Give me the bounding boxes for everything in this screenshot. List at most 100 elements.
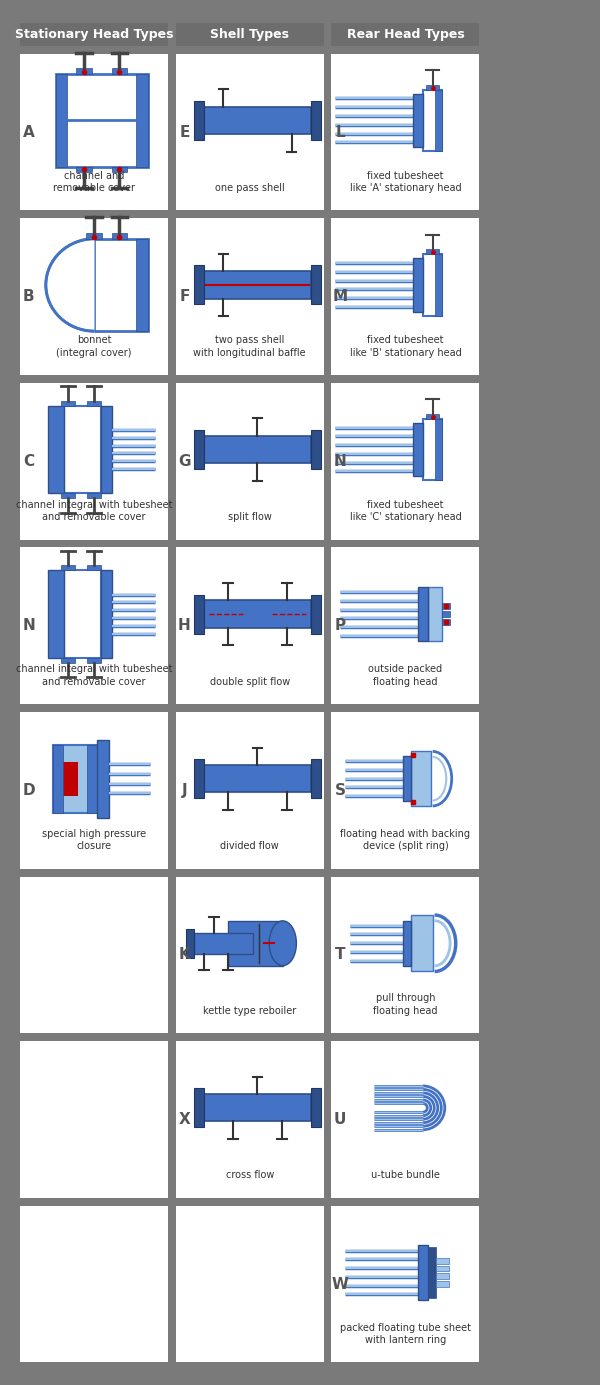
Bar xyxy=(426,249,439,255)
Text: C: C xyxy=(23,454,34,468)
Bar xyxy=(187,929,194,958)
Text: X: X xyxy=(179,1112,190,1127)
Bar xyxy=(442,611,450,618)
Bar xyxy=(76,166,92,173)
Bar xyxy=(331,382,479,540)
Bar xyxy=(101,571,112,658)
Bar xyxy=(331,219,479,375)
Bar xyxy=(112,233,127,238)
Bar xyxy=(56,762,78,796)
Bar xyxy=(204,107,311,134)
Bar xyxy=(20,877,168,1033)
Bar xyxy=(136,75,148,166)
Bar xyxy=(176,54,323,211)
Bar xyxy=(61,565,74,571)
Bar xyxy=(413,258,423,312)
Bar xyxy=(228,921,283,965)
Bar xyxy=(176,22,323,46)
Bar xyxy=(434,255,442,316)
Bar xyxy=(331,1042,479,1198)
Bar xyxy=(423,418,442,481)
Bar xyxy=(423,90,442,151)
Bar xyxy=(436,1273,449,1280)
Bar xyxy=(311,266,321,305)
Bar xyxy=(87,745,97,813)
Bar xyxy=(61,658,74,663)
Bar xyxy=(331,712,479,868)
Bar xyxy=(204,765,311,792)
Bar xyxy=(20,382,168,540)
Bar xyxy=(176,877,323,1033)
Text: double split flow: double split flow xyxy=(209,677,290,687)
Bar xyxy=(87,493,101,499)
Bar xyxy=(411,915,433,971)
Wedge shape xyxy=(46,237,94,334)
Text: u-tube bundle: u-tube bundle xyxy=(371,1170,440,1180)
Bar xyxy=(331,54,479,211)
Bar xyxy=(442,619,450,625)
Text: Stationary Head Types: Stationary Head Types xyxy=(15,28,173,40)
Bar xyxy=(56,75,148,166)
Bar xyxy=(61,400,74,406)
Bar xyxy=(331,22,479,46)
Bar xyxy=(403,921,411,965)
Bar xyxy=(20,219,168,375)
Bar xyxy=(176,547,323,704)
Bar xyxy=(64,571,101,658)
Text: divided flow: divided flow xyxy=(220,841,279,852)
Bar xyxy=(176,382,323,540)
Bar xyxy=(204,271,311,299)
Bar xyxy=(436,1258,449,1263)
Text: kettle type reboiler: kettle type reboiler xyxy=(203,1006,296,1015)
Bar xyxy=(194,266,204,305)
Bar xyxy=(418,1245,428,1301)
Bar xyxy=(20,712,168,868)
Bar xyxy=(311,1089,321,1127)
Text: K: K xyxy=(179,947,190,963)
Text: H: H xyxy=(178,618,191,633)
Text: channel integral with tubesheet
and removable cover: channel integral with tubesheet and remo… xyxy=(16,500,172,522)
Bar xyxy=(48,406,64,493)
Ellipse shape xyxy=(269,921,296,965)
Text: G: G xyxy=(178,454,191,468)
Bar xyxy=(20,547,168,704)
Text: channel integral with tubesheet
and removable cover: channel integral with tubesheet and remo… xyxy=(16,665,172,687)
Text: packed floating tube sheet
with lantern ring: packed floating tube sheet with lantern … xyxy=(340,1323,471,1345)
Text: Shell Types: Shell Types xyxy=(210,28,289,40)
Bar xyxy=(20,1206,168,1363)
Bar xyxy=(136,238,148,331)
Bar xyxy=(411,752,431,806)
Text: A: A xyxy=(23,125,35,140)
Bar xyxy=(311,101,321,140)
Bar xyxy=(87,565,101,571)
Bar xyxy=(426,414,439,418)
Bar xyxy=(194,101,204,140)
Bar xyxy=(76,68,92,75)
Bar xyxy=(204,601,311,627)
Bar xyxy=(423,255,442,316)
Bar xyxy=(20,22,168,46)
Text: floating head with backing
device (split ring): floating head with backing device (split… xyxy=(340,828,470,852)
Bar xyxy=(87,658,101,663)
Bar xyxy=(204,436,311,463)
Text: split flow: split flow xyxy=(228,512,272,522)
Text: one pass shell: one pass shell xyxy=(215,183,284,193)
Bar xyxy=(112,68,127,75)
Bar xyxy=(56,75,67,166)
Text: P: P xyxy=(335,618,346,633)
Text: J: J xyxy=(182,783,187,798)
Bar xyxy=(331,1206,479,1363)
Text: E: E xyxy=(179,125,190,140)
Text: cross flow: cross flow xyxy=(226,1170,274,1180)
Bar xyxy=(97,740,109,817)
Bar xyxy=(311,594,321,633)
Bar xyxy=(176,1206,323,1363)
Bar xyxy=(53,745,63,813)
Bar xyxy=(176,1042,323,1198)
Text: special high pressure
closure: special high pressure closure xyxy=(42,828,146,852)
Bar xyxy=(442,604,450,609)
Bar xyxy=(436,1266,449,1271)
Text: B: B xyxy=(23,289,35,305)
Bar xyxy=(20,1042,168,1198)
Bar xyxy=(428,587,442,641)
